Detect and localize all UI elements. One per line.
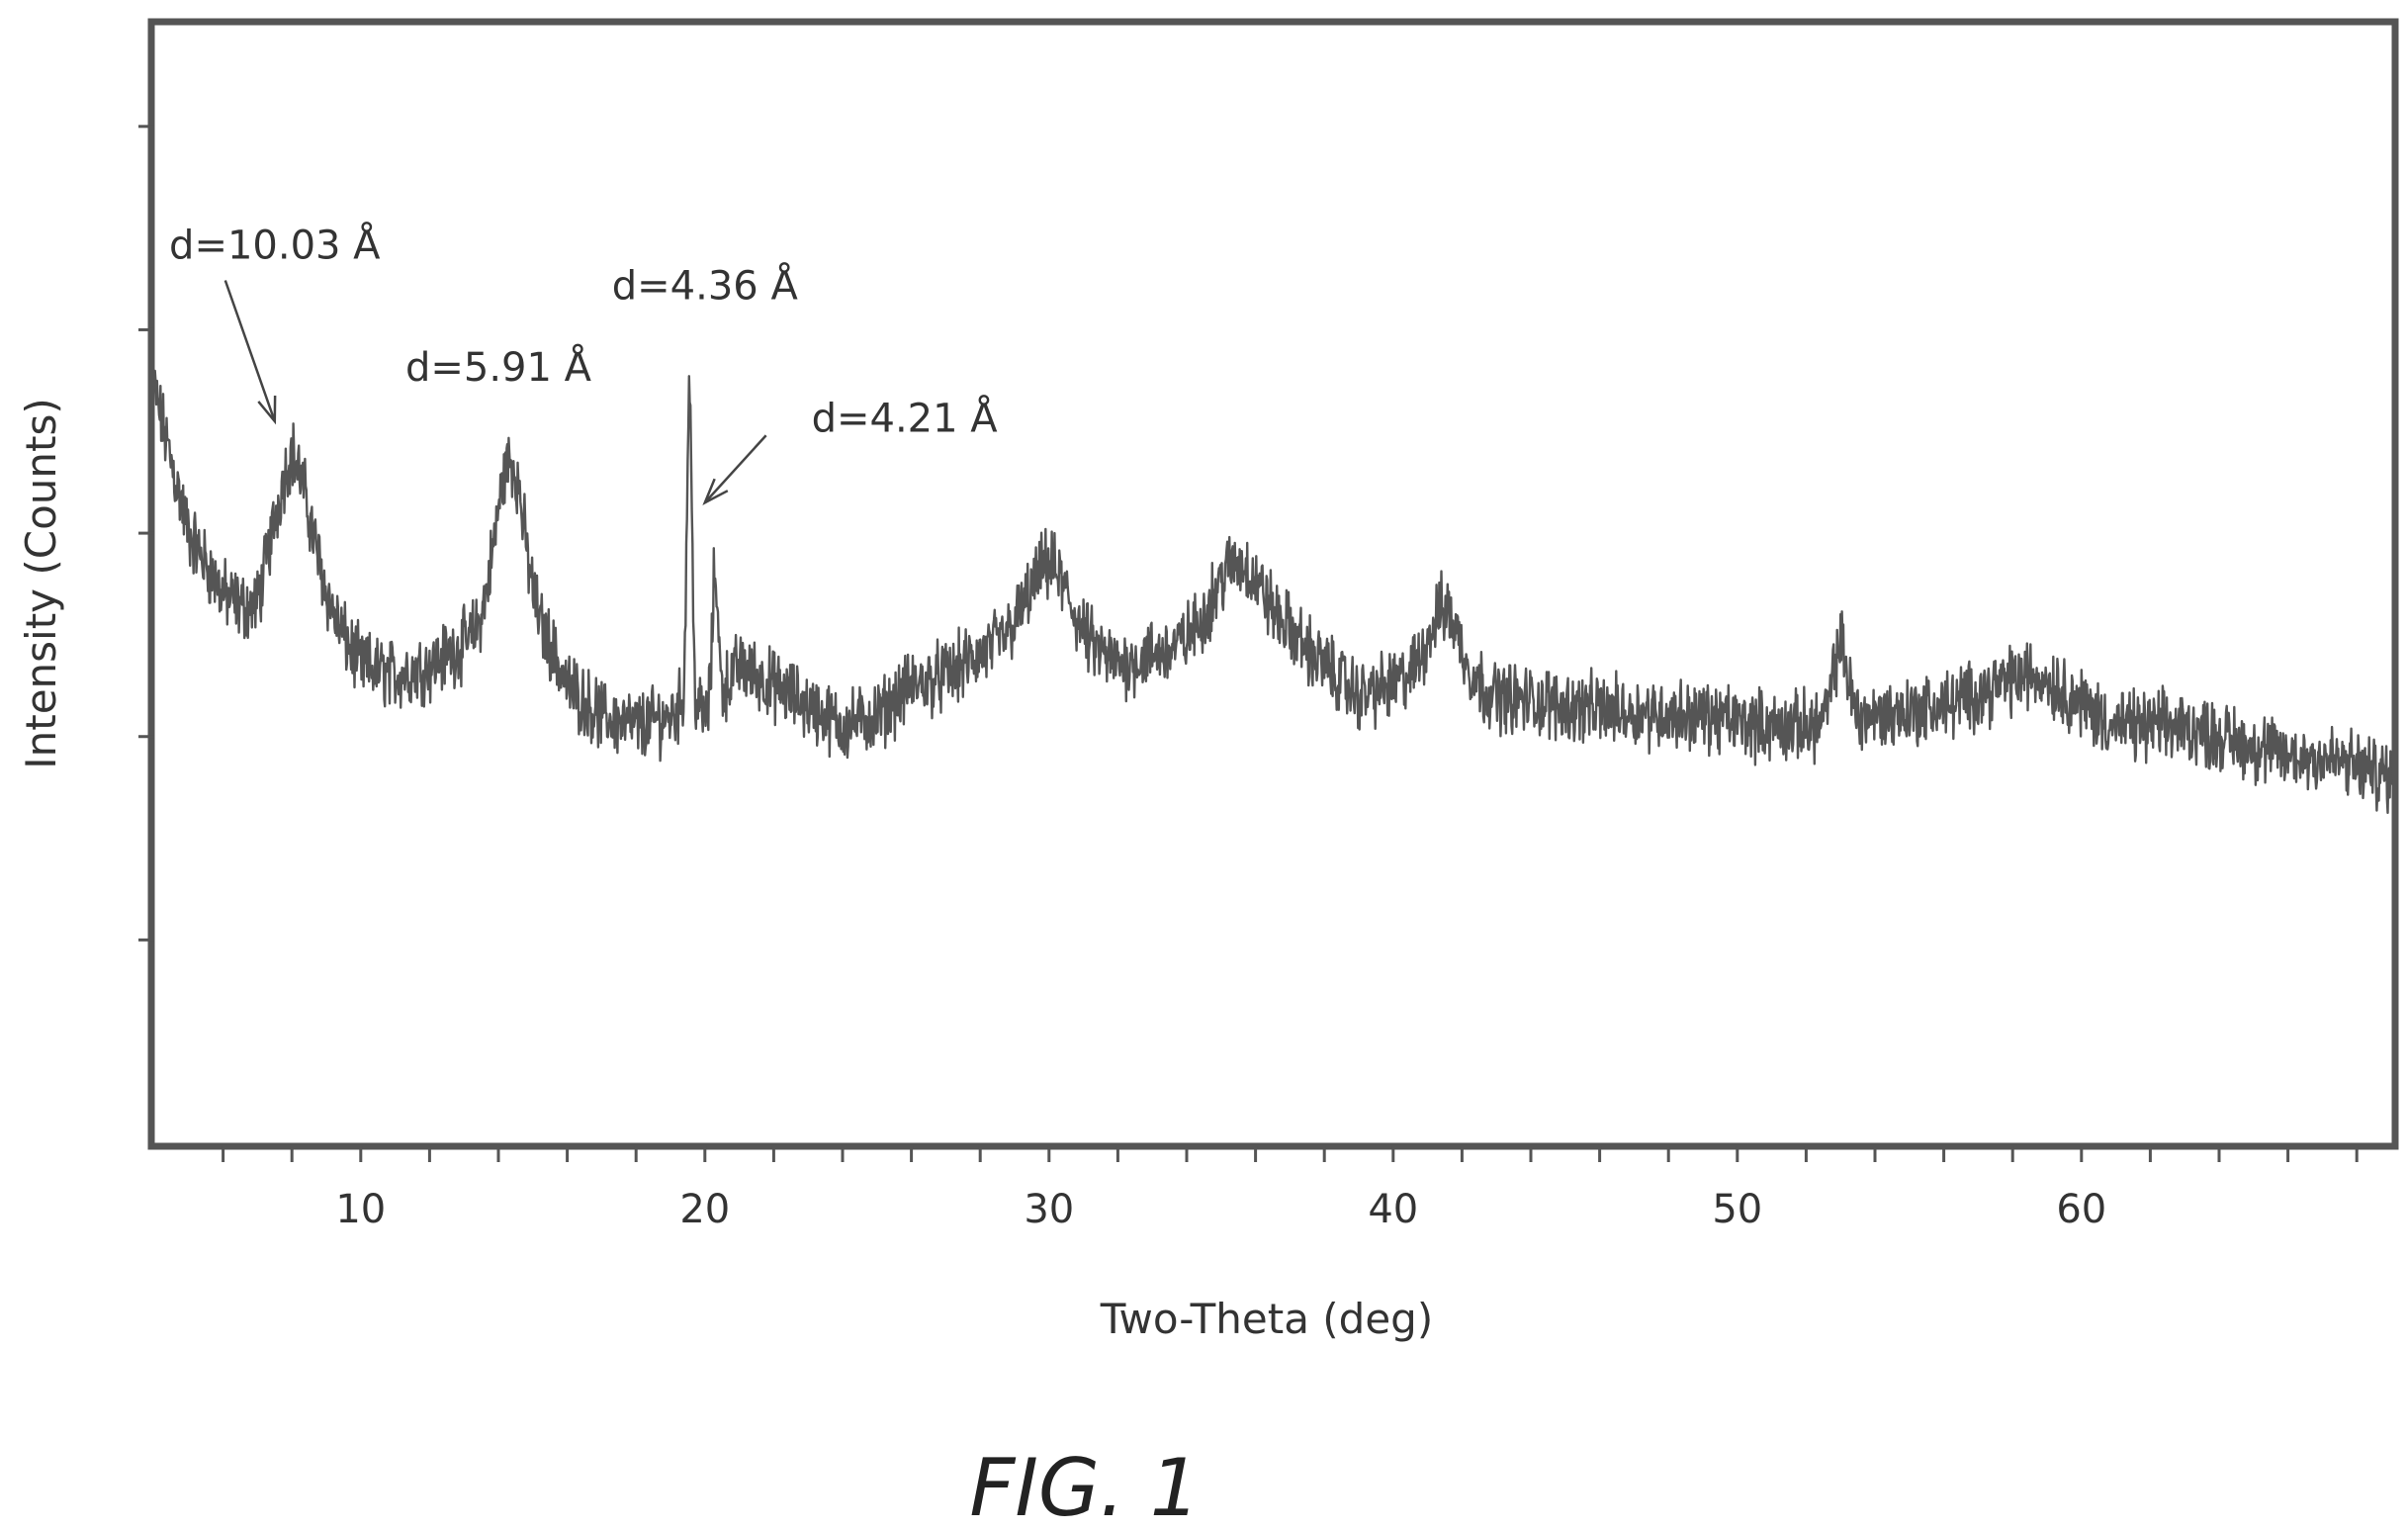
x-tick-label-30: 30 [1024,1187,1074,1232]
x-tick-label-20: 20 [679,1187,730,1232]
peak-annotations: d=10.03 Å d=5.91 Å d=4.36 Å d=4.21 Å [169,221,999,505]
x-axis-title: Two-Theta (deg) [1100,1295,1433,1343]
y-axis-ticks [138,125,154,942]
annotation-label-3: d=4.21 Å [812,394,999,441]
annotation-label-0: d=10.03 Å [169,221,381,268]
figure-caption: FIG. 1 [969,1442,1200,1531]
plot-border [147,18,2399,1150]
annotation-label-1: d=5.91 Å [405,343,592,391]
diffraction-pattern-line [152,369,2393,814]
x-axis-ticks [222,1146,2359,1162]
x-tick-label-10: 10 [335,1187,386,1232]
annotation-arrow-0 [223,280,277,425]
x-tick-label-60: 60 [2056,1187,2106,1232]
plot-frame [147,18,2399,1150]
annotation-label-2: d=4.36 Å [612,262,799,310]
y-axis-title: Intensity (Counts) [17,398,65,769]
x-axis-tick-labels: 10 20 30 40 50 60 [335,1187,2106,1232]
annotation-arrow-3 [702,434,767,505]
x-tick-label-50: 50 [1712,1187,1762,1232]
x-tick-label-40: 40 [1368,1187,1418,1232]
